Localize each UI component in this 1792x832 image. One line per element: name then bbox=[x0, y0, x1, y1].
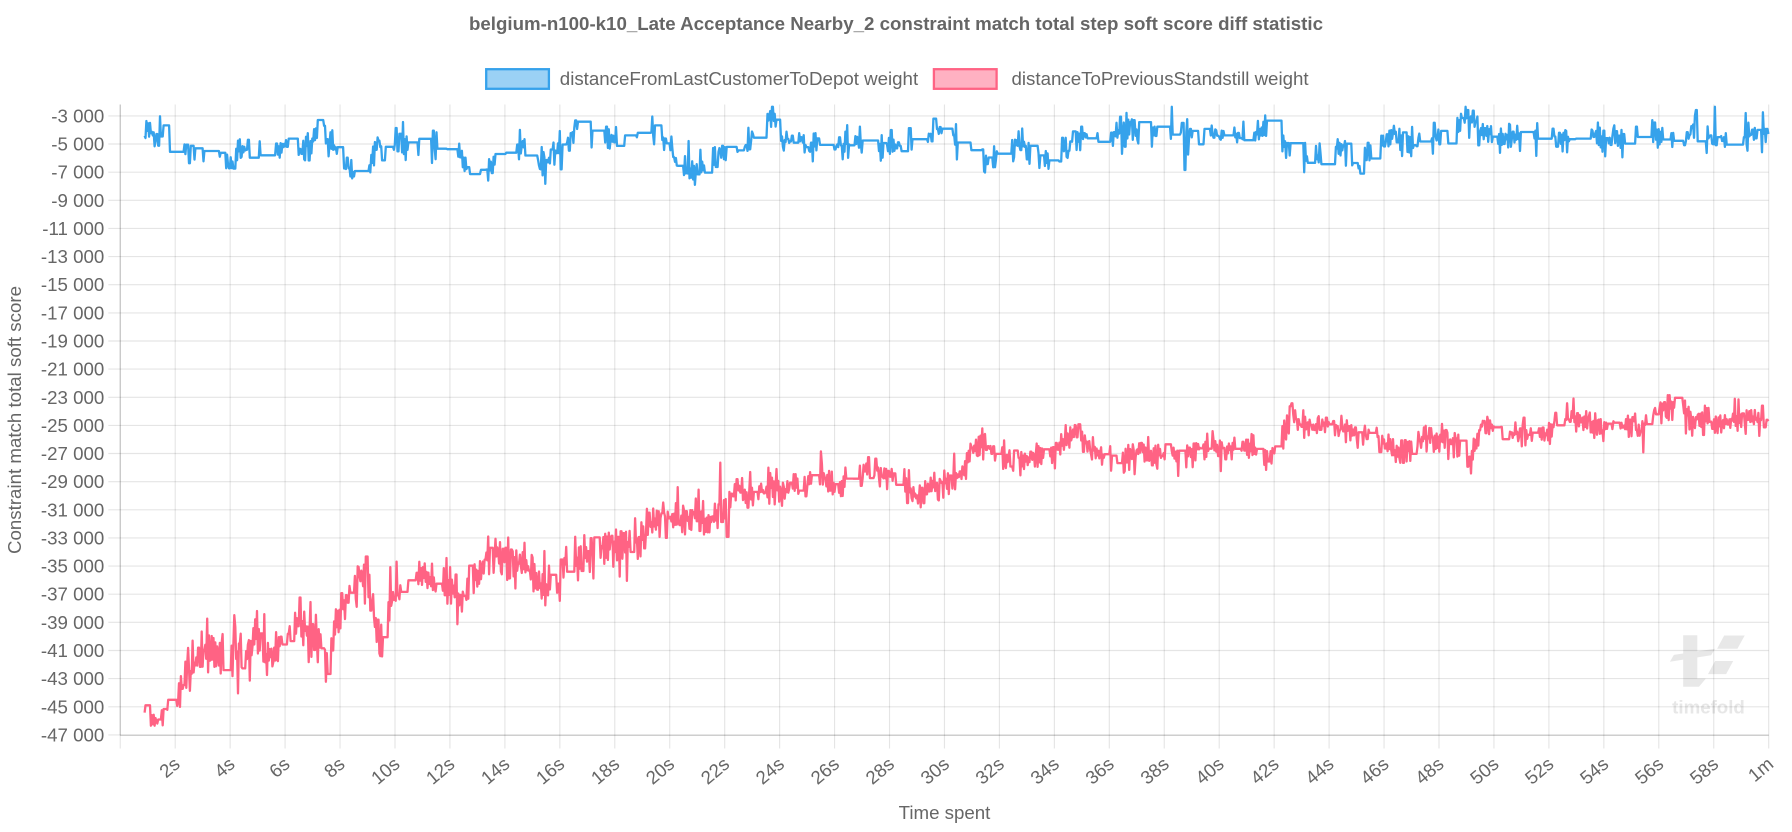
svg-text:-13 000: -13 000 bbox=[41, 246, 104, 267]
svg-text:52s: 52s bbox=[1521, 753, 1558, 788]
svg-text:Constraint match total soft sc: Constraint match total soft score bbox=[4, 286, 25, 554]
svg-text:54s: 54s bbox=[1576, 753, 1613, 788]
svg-text:2s: 2s bbox=[155, 753, 184, 782]
svg-text:40s: 40s bbox=[1191, 753, 1228, 788]
svg-text:-21 000: -21 000 bbox=[41, 359, 104, 380]
svg-text:44s: 44s bbox=[1301, 753, 1338, 788]
svg-text:-47 000: -47 000 bbox=[41, 724, 104, 745]
svg-text:6s: 6s bbox=[265, 753, 294, 782]
svg-text:-27 000: -27 000 bbox=[41, 443, 104, 464]
svg-text:8s: 8s bbox=[320, 753, 349, 782]
svg-text:50s: 50s bbox=[1466, 753, 1503, 788]
svg-text:-33 000: -33 000 bbox=[41, 527, 104, 548]
svg-text:-41 000: -41 000 bbox=[41, 640, 104, 661]
svg-text:36s: 36s bbox=[1081, 753, 1118, 788]
svg-text:-37 000: -37 000 bbox=[41, 584, 104, 605]
svg-text:-9 000: -9 000 bbox=[51, 190, 104, 211]
svg-text:belgium-n100-k10_Late Acceptan: belgium-n100-k10_Late Acceptance Nearby_… bbox=[469, 13, 1323, 34]
svg-text:-7 000: -7 000 bbox=[51, 162, 104, 183]
svg-text:20s: 20s bbox=[642, 753, 679, 788]
svg-text:distanceToPreviousStandstill w: distanceToPreviousStandstill weight bbox=[1012, 68, 1310, 89]
svg-text:58s: 58s bbox=[1686, 753, 1723, 788]
svg-text:34s: 34s bbox=[1026, 753, 1063, 788]
svg-text:-45 000: -45 000 bbox=[41, 696, 104, 717]
svg-text:48s: 48s bbox=[1411, 753, 1448, 788]
svg-text:12s: 12s bbox=[422, 753, 459, 788]
svg-text:16s: 16s bbox=[532, 753, 569, 788]
svg-text:distanceFromLastCustomerToDepo: distanceFromLastCustomerToDepot weight bbox=[560, 68, 919, 89]
svg-text:22s: 22s bbox=[697, 753, 734, 788]
svg-text:-3 000: -3 000 bbox=[51, 105, 104, 126]
svg-text:46s: 46s bbox=[1356, 753, 1393, 788]
svg-text:42s: 42s bbox=[1246, 753, 1283, 788]
svg-text:4s: 4s bbox=[210, 753, 239, 782]
svg-text:-43 000: -43 000 bbox=[41, 668, 104, 689]
svg-text:10s: 10s bbox=[367, 753, 404, 788]
svg-text:18s: 18s bbox=[587, 753, 624, 788]
svg-text:-35 000: -35 000 bbox=[41, 556, 104, 577]
svg-text:timefold: timefold bbox=[1672, 696, 1745, 717]
svg-text:1m: 1m bbox=[1744, 753, 1777, 786]
svg-text:30s: 30s bbox=[916, 753, 953, 788]
svg-text:-39 000: -39 000 bbox=[41, 612, 104, 633]
svg-text:-15 000: -15 000 bbox=[41, 274, 104, 295]
svg-text:-11 000: -11 000 bbox=[42, 218, 104, 239]
svg-text:-5 000: -5 000 bbox=[51, 134, 104, 155]
svg-text:-29 000: -29 000 bbox=[41, 471, 104, 492]
svg-text:24s: 24s bbox=[752, 753, 789, 788]
svg-text:56s: 56s bbox=[1631, 753, 1668, 788]
svg-text:-25 000: -25 000 bbox=[41, 415, 104, 436]
svg-text:32s: 32s bbox=[971, 753, 1008, 788]
svg-text:-31 000: -31 000 bbox=[41, 499, 104, 520]
svg-text:14s: 14s bbox=[477, 753, 514, 788]
svg-text:-17 000: -17 000 bbox=[41, 302, 104, 323]
svg-text:38s: 38s bbox=[1136, 753, 1173, 788]
svg-text:26s: 26s bbox=[807, 753, 844, 788]
svg-text:Time spent: Time spent bbox=[899, 802, 992, 823]
svg-text:28s: 28s bbox=[861, 753, 898, 788]
svg-text:-23 000: -23 000 bbox=[41, 387, 104, 408]
svg-text:-19 000: -19 000 bbox=[41, 331, 104, 352]
